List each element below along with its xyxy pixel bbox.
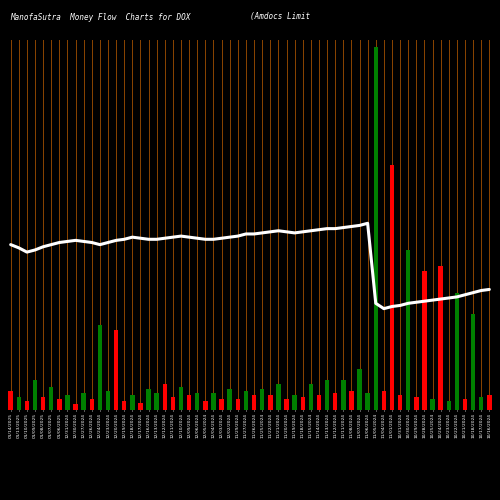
Bar xyxy=(422,272,426,410)
Bar xyxy=(479,397,484,410)
Bar xyxy=(438,266,443,410)
Bar xyxy=(41,397,46,410)
Bar xyxy=(114,330,118,410)
Bar xyxy=(300,397,305,410)
Bar xyxy=(374,48,378,410)
Bar xyxy=(358,370,362,410)
Bar xyxy=(74,404,78,410)
Bar xyxy=(162,384,167,410)
Bar xyxy=(268,395,272,410)
Bar xyxy=(325,380,330,410)
Bar xyxy=(146,388,151,410)
Bar xyxy=(244,391,248,410)
Bar xyxy=(284,400,288,410)
Text: ManofaSutra  Money Flow  Charts for DOX: ManofaSutra Money Flow Charts for DOX xyxy=(10,12,190,22)
Bar xyxy=(333,393,338,410)
Bar xyxy=(130,395,134,410)
Bar xyxy=(179,386,184,410)
Bar xyxy=(138,402,142,410)
Bar xyxy=(349,391,354,410)
Bar xyxy=(98,324,102,410)
Bar xyxy=(316,395,321,410)
Bar xyxy=(8,391,13,410)
Bar xyxy=(212,393,216,410)
Bar xyxy=(49,386,54,410)
Bar xyxy=(82,393,86,410)
Bar xyxy=(454,292,459,410)
Bar xyxy=(24,402,29,410)
Bar xyxy=(398,395,402,410)
Bar xyxy=(16,397,21,410)
Bar xyxy=(236,400,240,410)
Bar xyxy=(382,391,386,410)
Bar xyxy=(366,393,370,410)
Bar xyxy=(406,250,410,410)
Bar xyxy=(276,384,280,410)
Bar xyxy=(430,400,435,410)
Bar xyxy=(170,397,175,410)
Bar xyxy=(154,393,159,410)
Bar xyxy=(471,314,476,410)
Bar xyxy=(195,393,200,410)
Bar xyxy=(187,395,192,410)
Bar xyxy=(65,395,70,410)
Bar xyxy=(252,395,256,410)
Bar xyxy=(228,388,232,410)
Bar xyxy=(57,400,62,410)
Text: (Amdocs Limit: (Amdocs Limit xyxy=(250,12,310,22)
Bar xyxy=(33,380,37,410)
Bar xyxy=(203,402,207,410)
Bar xyxy=(292,395,297,410)
Bar xyxy=(463,400,467,410)
Bar xyxy=(446,402,451,410)
Bar xyxy=(341,380,345,410)
Bar xyxy=(308,384,313,410)
Bar xyxy=(106,391,110,410)
Bar xyxy=(220,400,224,410)
Bar xyxy=(414,397,418,410)
Bar xyxy=(390,164,394,410)
Bar xyxy=(122,402,126,410)
Bar xyxy=(90,400,94,410)
Bar xyxy=(487,395,492,410)
Bar xyxy=(260,388,264,410)
